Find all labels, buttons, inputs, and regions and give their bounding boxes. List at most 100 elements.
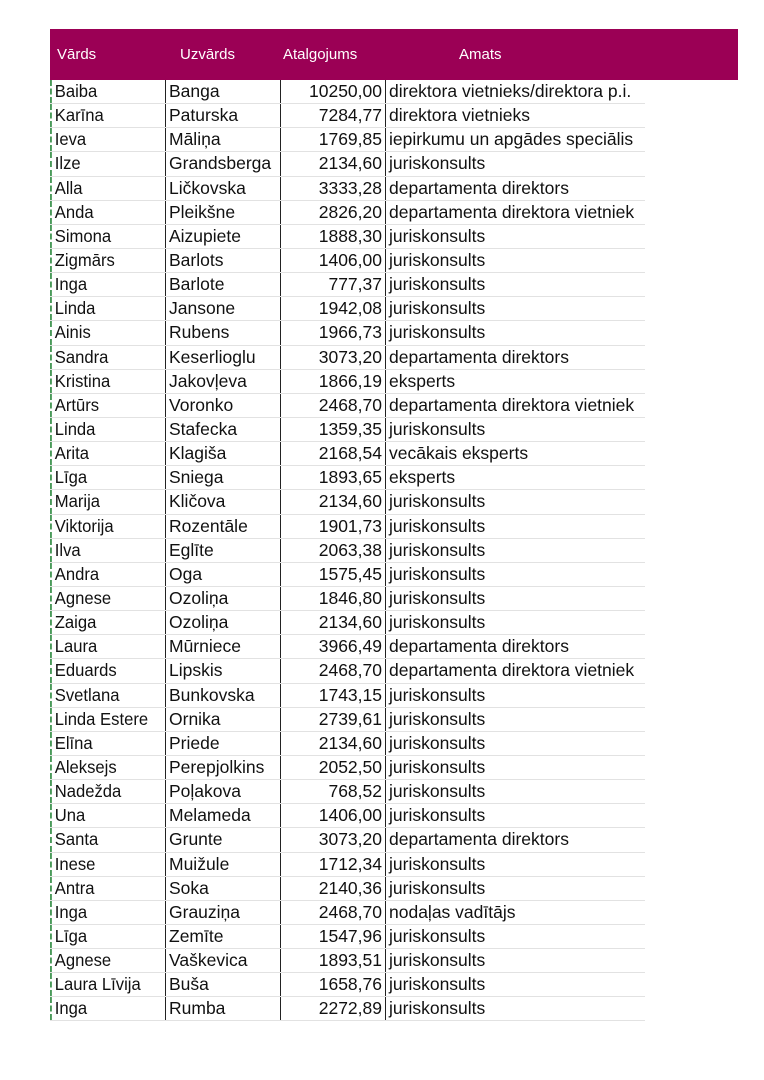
cell-first-name[interactable]: Laura Līvija xyxy=(50,973,159,997)
cell-last-name[interactable]: Ličkovska xyxy=(165,176,280,200)
cell-salary[interactable]: 10250,00 xyxy=(280,80,385,104)
cell-last-name[interactable]: Pleikšne xyxy=(165,200,280,224)
cell-first-name[interactable]: Inga xyxy=(50,997,159,1021)
cell-position[interactable]: juriskonsults xyxy=(385,924,645,949)
cell-first-name[interactable]: Inese xyxy=(50,852,159,876)
cell-position[interactable]: juriskonsults xyxy=(385,852,645,876)
cell-salary[interactable]: 1575,45 xyxy=(280,562,385,586)
cell-salary[interactable]: 3333,28 xyxy=(280,176,385,200)
cell-position[interactable]: juriskonsults xyxy=(385,707,645,731)
header-salary[interactable]: Atalgojums xyxy=(283,46,358,63)
cell-first-name[interactable]: Zaiga xyxy=(50,611,159,635)
cell-last-name[interactable]: Ozoliņa xyxy=(165,586,280,611)
cell-first-name[interactable]: Viktorija xyxy=(50,514,159,538)
cell-position[interactable]: juriskonsults xyxy=(385,973,645,997)
cell-last-name[interactable]: Paturska xyxy=(165,104,280,128)
cell-position[interactable]: juriskonsults xyxy=(385,321,645,345)
cell-salary[interactable]: 3073,20 xyxy=(280,828,385,852)
cell-last-name[interactable]: Lipskis xyxy=(165,659,280,683)
cell-last-name[interactable]: Priede xyxy=(165,731,280,755)
cell-position[interactable]: juriskonsults xyxy=(385,562,645,586)
cell-last-name[interactable]: Poļakova xyxy=(165,780,280,804)
cell-position[interactable]: departamenta direktors xyxy=(385,635,645,659)
cell-salary[interactable]: 2826,20 xyxy=(280,200,385,224)
cell-position[interactable]: direktora vietnieks xyxy=(385,104,645,128)
cell-position[interactable]: departamenta direktors xyxy=(385,345,645,369)
cell-salary[interactable]: 2739,61 xyxy=(280,707,385,731)
cell-first-name[interactable]: Linda xyxy=(50,297,159,321)
cell-position[interactable]: nodaļas vadītājs xyxy=(385,900,645,924)
cell-position[interactable]: juriskonsults xyxy=(385,297,645,321)
cell-position[interactable]: juriskonsults xyxy=(385,804,645,828)
cell-salary[interactable]: 2468,70 xyxy=(280,393,385,417)
cell-last-name[interactable]: Soka xyxy=(165,876,280,900)
cell-position[interactable]: juriskonsults xyxy=(385,152,645,176)
cell-last-name[interactable]: Oga xyxy=(165,562,280,586)
cell-salary[interactable]: 2168,54 xyxy=(280,442,385,466)
cell-position[interactable]: juriskonsults xyxy=(385,997,645,1021)
cell-salary[interactable]: 768,52 xyxy=(280,780,385,804)
cell-first-name[interactable]: Nadežda xyxy=(50,780,159,804)
cell-last-name[interactable]: Muižule xyxy=(165,852,280,876)
cell-last-name[interactable]: Klagiša xyxy=(165,442,280,466)
cell-salary[interactable]: 2134,60 xyxy=(280,152,385,176)
cell-last-name[interactable]: Vaškevica xyxy=(165,949,280,973)
cell-salary[interactable]: 777,37 xyxy=(280,273,385,297)
cell-last-name[interactable]: Rubens xyxy=(165,321,280,345)
cell-position[interactable]: juriskonsults xyxy=(385,876,645,900)
cell-first-name[interactable]: Inga xyxy=(50,273,159,297)
cell-first-name[interactable]: Svetlana xyxy=(50,683,159,707)
cell-salary[interactable]: 1406,00 xyxy=(280,804,385,828)
cell-first-name[interactable]: Linda Estere xyxy=(50,707,159,731)
cell-first-name[interactable]: Sandra xyxy=(50,345,159,369)
cell-salary[interactable]: 2134,60 xyxy=(280,490,385,514)
cell-salary[interactable]: 3073,20 xyxy=(280,345,385,369)
cell-first-name[interactable]: Līga xyxy=(50,466,159,490)
cell-first-name[interactable]: Marija xyxy=(50,490,159,514)
cell-last-name[interactable]: Rozentāle xyxy=(165,514,280,538)
cell-last-name[interactable]: Sniega xyxy=(165,466,280,490)
cell-first-name[interactable]: Simona xyxy=(50,224,159,248)
cell-last-name[interactable]: Kličova xyxy=(165,490,280,514)
cell-first-name[interactable]: Agnese xyxy=(50,949,159,973)
cell-position[interactable]: juriskonsults xyxy=(385,949,645,973)
cell-position[interactable]: departamenta direktors xyxy=(385,828,645,852)
cell-last-name[interactable]: Voronko xyxy=(165,393,280,417)
cell-salary[interactable]: 7284,77 xyxy=(280,104,385,128)
cell-first-name[interactable]: Artūrs xyxy=(50,393,159,417)
cell-salary[interactable]: 2134,60 xyxy=(280,611,385,635)
cell-position[interactable]: juriskonsults xyxy=(385,248,645,273)
cell-first-name[interactable]: Inga xyxy=(50,900,159,924)
cell-first-name[interactable]: Ilva xyxy=(50,538,159,562)
cell-first-name[interactable]: Kristina xyxy=(50,369,159,393)
cell-position[interactable]: juriskonsults xyxy=(385,611,645,635)
cell-salary[interactable]: 2272,89 xyxy=(280,997,385,1021)
cell-first-name[interactable]: Santa xyxy=(50,828,159,852)
cell-position[interactable]: departamenta direktors xyxy=(385,176,645,200)
cell-first-name[interactable]: Anda xyxy=(50,200,159,224)
cell-first-name[interactable]: Aleksejs xyxy=(50,755,159,780)
cell-salary[interactable]: 1846,80 xyxy=(280,586,385,611)
cell-first-name[interactable]: Ieva xyxy=(50,128,159,152)
cell-position[interactable]: eksperts xyxy=(385,369,645,393)
cell-first-name[interactable]: Linda xyxy=(50,417,159,442)
cell-last-name[interactable]: Jansone xyxy=(165,297,280,321)
cell-last-name[interactable]: Melameda xyxy=(165,804,280,828)
cell-salary[interactable]: 1966,73 xyxy=(280,321,385,345)
cell-first-name[interactable]: Agnese xyxy=(50,586,159,611)
cell-last-name[interactable]: Grauziņa xyxy=(165,900,280,924)
cell-salary[interactable]: 1547,96 xyxy=(280,924,385,949)
cell-last-name[interactable]: Keserlioglu xyxy=(165,345,280,369)
header-position[interactable]: Amats xyxy=(459,46,502,63)
cell-position[interactable]: iepirkumu un apgādes speciālis xyxy=(385,128,645,152)
cell-last-name[interactable]: Jakovļeva xyxy=(165,369,280,393)
cell-last-name[interactable]: Ornika xyxy=(165,707,280,731)
cell-salary[interactable]: 2134,60 xyxy=(280,731,385,755)
cell-first-name[interactable]: Baiba xyxy=(50,80,159,104)
cell-position[interactable]: departamenta direktora vietniek xyxy=(385,393,645,417)
cell-salary[interactable]: 1769,85 xyxy=(280,128,385,152)
header-last-name[interactable]: Uzvārds xyxy=(180,46,236,63)
cell-salary[interactable]: 1888,30 xyxy=(280,224,385,248)
cell-last-name[interactable]: Zemīte xyxy=(165,924,280,949)
cell-last-name[interactable]: Ozoliņa xyxy=(165,611,280,635)
